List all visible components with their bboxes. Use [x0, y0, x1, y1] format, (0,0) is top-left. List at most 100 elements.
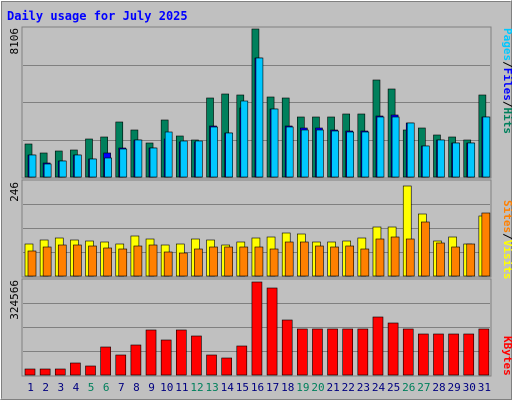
kbytes-bar [402, 328, 414, 376]
x-tick-label: 15 [236, 381, 249, 394]
x-tick-label: 26 [402, 381, 415, 394]
pages-bar [240, 100, 249, 178]
sites-bar [330, 246, 339, 277]
sites-bar [421, 221, 430, 277]
visits-legend: Sites/Visits [501, 200, 512, 280]
kbytes-bar [221, 357, 232, 376]
x-tick-label: 7 [118, 381, 125, 394]
x-tick-label: 29 [448, 381, 461, 394]
sites-bar [466, 243, 476, 277]
x-tick-label: 28 [432, 381, 445, 394]
x-tick-label: 16 [251, 381, 264, 394]
kbytes-bar [251, 281, 263, 376]
kbytes-bar [297, 328, 308, 376]
sites-bar [103, 247, 112, 277]
kbytes-bar [312, 328, 323, 376]
sites-bar [57, 244, 67, 277]
pages-bar [482, 116, 491, 178]
x-tick-label: 23 [357, 381, 370, 394]
x-tick-label: 4 [73, 381, 80, 394]
x-tick-label: 14 [221, 381, 235, 394]
x-tick-label: 10 [160, 381, 173, 394]
x-tick-label: 8 [133, 381, 140, 394]
sites-bar [73, 244, 82, 277]
x-tick-label: 18 [281, 381, 294, 394]
bars [24, 28, 491, 376]
kbytes-bar [70, 362, 81, 376]
kbytes-bar [54, 368, 66, 376]
kbytes-bar [327, 328, 338, 376]
sites-bar [345, 245, 355, 277]
sites-bar [269, 248, 279, 277]
visits-max-label: 246 [8, 182, 21, 202]
sites-bar [390, 236, 400, 277]
kbytes-bar [145, 329, 157, 376]
sites-bar [360, 248, 370, 277]
kbytes-bar [266, 287, 278, 376]
x-tick-label: 25 [387, 381, 400, 394]
kbytes-bar [463, 333, 475, 376]
kbytes-legend: KBytes [501, 336, 512, 376]
sites-bar [163, 251, 173, 277]
pages-bar [195, 140, 203, 178]
kbytes-bar [24, 368, 36, 376]
x-tick-label: 5 [88, 381, 95, 394]
pages-bar [164, 131, 173, 178]
pages-bar [119, 148, 128, 178]
kbytes-bar [175, 329, 187, 376]
pages-bar [255, 57, 264, 178]
sites-bar [209, 246, 218, 277]
pages-bar [361, 131, 370, 178]
sites-bar [178, 252, 188, 277]
kbytes-bar [130, 344, 142, 376]
legend-visits: Visits [501, 240, 512, 280]
sites-bar [194, 248, 203, 277]
x-tick-label: 30 [463, 381, 476, 394]
sites-bar [224, 246, 233, 277]
sites-bar [254, 246, 264, 277]
sites-bar [42, 246, 52, 277]
pages-bar [285, 126, 294, 178]
legend-kbytes: KBytes [501, 336, 512, 376]
x-tick-label: 21 [327, 381, 340, 394]
pages-bar [28, 154, 37, 178]
x-tick-label: 27 [417, 381, 430, 394]
sites-bar [300, 241, 309, 277]
sites-bar [88, 245, 97, 277]
sites-bar [436, 242, 445, 277]
pages-bar [58, 160, 67, 178]
legend-separator: / [501, 61, 512, 68]
kbytes-bar [372, 316, 384, 376]
pages-bar [210, 126, 218, 178]
kbytes-bar [85, 365, 96, 376]
kbytes-bar [160, 339, 172, 376]
hits-max-label: 8106 [8, 28, 21, 55]
kbytes-bar [342, 328, 354, 376]
pages-bar [104, 157, 112, 178]
pages-bar [301, 129, 309, 178]
pages-bar [89, 158, 97, 178]
pages-bar [331, 130, 339, 178]
x-tick-label: 6 [103, 381, 110, 394]
x-tick-label: 11 [175, 381, 188, 394]
kbytes-bar [478, 328, 490, 376]
x-tick-label: 13 [205, 381, 218, 394]
pages-bar [346, 131, 355, 178]
sites-bar [118, 248, 128, 277]
pages-bar [437, 139, 445, 178]
kbytes-bar [418, 333, 429, 376]
pages-bar [225, 132, 233, 178]
pages-bar [452, 142, 460, 178]
kbytes-bar [236, 345, 248, 376]
kbytes-bar [206, 354, 217, 376]
kbytes-bar [448, 333, 459, 376]
sites-bar [315, 245, 324, 277]
kbytes-bar [387, 322, 399, 376]
sites-bar [133, 245, 143, 277]
hits-legend: Pages/Files/Hits [501, 28, 512, 134]
pages-bar [376, 116, 385, 178]
kbytes-bar [281, 319, 293, 376]
